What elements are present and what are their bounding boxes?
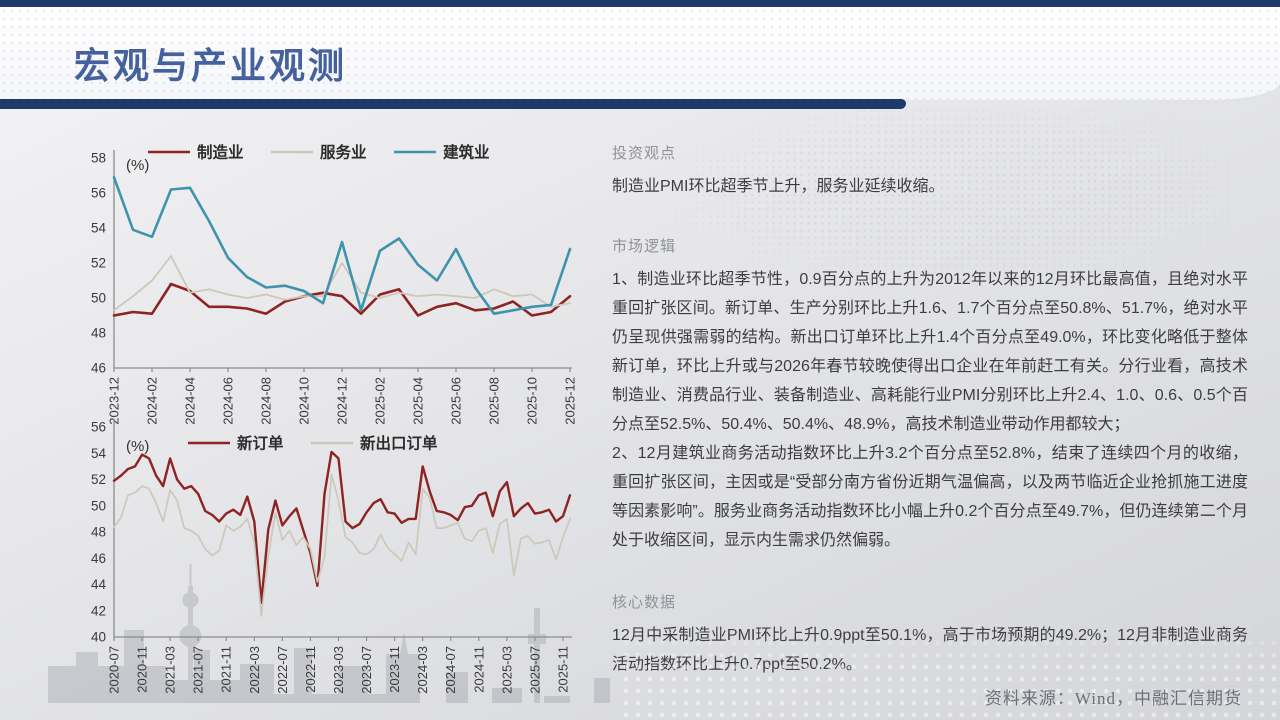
svg-text:46: 46	[91, 551, 106, 566]
svg-text:2024-03: 2024-03	[415, 646, 430, 694]
svg-text:新订单: 新订单	[237, 434, 284, 453]
svg-text:2024-02: 2024-02	[145, 377, 160, 425]
svg-text:52: 52	[91, 472, 106, 487]
svg-text:服务业: 服务业	[320, 143, 367, 162]
svg-text:2025-03: 2025-03	[499, 646, 514, 694]
svg-text:2025-07: 2025-07	[527, 646, 542, 694]
svg-text:2021-07: 2021-07	[191, 646, 206, 694]
svg-text:46: 46	[91, 361, 106, 376]
svg-text:2024-11: 2024-11	[471, 646, 486, 693]
svg-text:2023-12: 2023-12	[107, 377, 122, 425]
new-orders-chart: 40 42 44 46 48 50 52 54 56 2020-07 2020-11 2021-03 2…	[84, 413, 576, 713]
logic-item-1: 1、制造业环比超季节性，0.9百分点的上升为2012年以来的12月环比最高值，且…	[612, 271, 1248, 433]
svg-text:2025-08: 2025-08	[487, 377, 502, 425]
logic-item-2: 2、12月建筑业商务活动指数环比上升3.2个百分点至52.8%，结束了连续四个月…	[612, 445, 1248, 549]
svg-text:56: 56	[91, 186, 106, 201]
svg-text:2020-07: 2020-07	[107, 646, 122, 694]
svg-text:2024-12: 2024-12	[335, 377, 350, 425]
svg-text:52: 52	[91, 256, 106, 271]
svg-text:2025-10: 2025-10	[525, 377, 540, 425]
svg-text:2025-11: 2025-11	[555, 646, 570, 693]
svg-text:2021-11: 2021-11	[219, 646, 234, 693]
svg-text:2023-11: 2023-11	[387, 646, 402, 693]
page-title: 宏观与产业观测	[74, 46, 348, 86]
svg-text:48: 48	[91, 326, 106, 341]
svg-text:48: 48	[91, 525, 106, 540]
svg-text:44: 44	[91, 577, 107, 592]
svg-text:2025-12: 2025-12	[563, 377, 577, 425]
svg-text:50: 50	[91, 291, 106, 306]
svg-text:2022-07: 2022-07	[275, 646, 290, 694]
svg-text:2025-02: 2025-02	[373, 377, 388, 425]
svg-text:2024-08: 2024-08	[259, 377, 274, 425]
svg-text:2022-03: 2022-03	[247, 646, 262, 694]
svg-text:(%): (%)	[126, 157, 149, 174]
svg-text:(%): (%)	[126, 438, 149, 455]
svg-text:2023-07: 2023-07	[359, 646, 374, 694]
core-data-heading: 核心数据	[612, 594, 677, 611]
svg-text:40: 40	[91, 630, 106, 645]
svg-text:2025-06: 2025-06	[449, 377, 464, 425]
svg-text:2023-03: 2023-03	[331, 646, 346, 694]
svg-text:54: 54	[91, 446, 107, 461]
core-data-body: 12月中采制造业PMI环比上升0.9ppt至50.1%，高于市场预期的49.2%…	[612, 627, 1248, 673]
logic-heading: 市场逻辑	[612, 238, 677, 255]
svg-text:2024-06: 2024-06	[221, 377, 236, 425]
svg-text:2022-11: 2022-11	[303, 646, 318, 693]
svg-text:2020-11: 2020-11	[135, 646, 150, 693]
svg-text:新出口订单: 新出口订单	[360, 434, 438, 453]
pmi-sector-chart: 46 48 50 52 54 56 58 2023-12 2024-02 2024-04 2024-…	[84, 138, 576, 434]
svg-text:2021-03: 2021-03	[163, 646, 178, 694]
title-underline-bar	[0, 99, 906, 109]
svg-text:2025-04: 2025-04	[411, 377, 426, 425]
svg-text:54: 54	[91, 221, 107, 236]
viewpoint-heading: 投资观点	[612, 145, 677, 162]
source-note: 资料来源：Wind，中融汇信期货	[984, 689, 1242, 708]
svg-text:2024-04: 2024-04	[183, 377, 198, 425]
svg-text:2024-10: 2024-10	[297, 377, 312, 425]
svg-text:42: 42	[91, 603, 106, 618]
svg-text:建筑业: 建筑业	[443, 143, 490, 162]
svg-text:56: 56	[91, 420, 106, 435]
svg-text:制造业: 制造业	[197, 143, 244, 162]
viewpoint-body: 制造业PMI环比超季节上升，服务业延续收缩。	[612, 178, 945, 195]
top-accent-bar	[0, 0, 1280, 7]
header-band: 宏观与产业观测	[0, 7, 1280, 100]
svg-text:50: 50	[91, 498, 106, 513]
analysis-column: 投资观点 制造业PMI环比超季节上升，服务业延续收缩。 市场逻辑 1、制造业环比…	[612, 142, 1248, 679]
svg-text:2024-07: 2024-07	[443, 646, 458, 694]
svg-text:58: 58	[91, 151, 106, 166]
